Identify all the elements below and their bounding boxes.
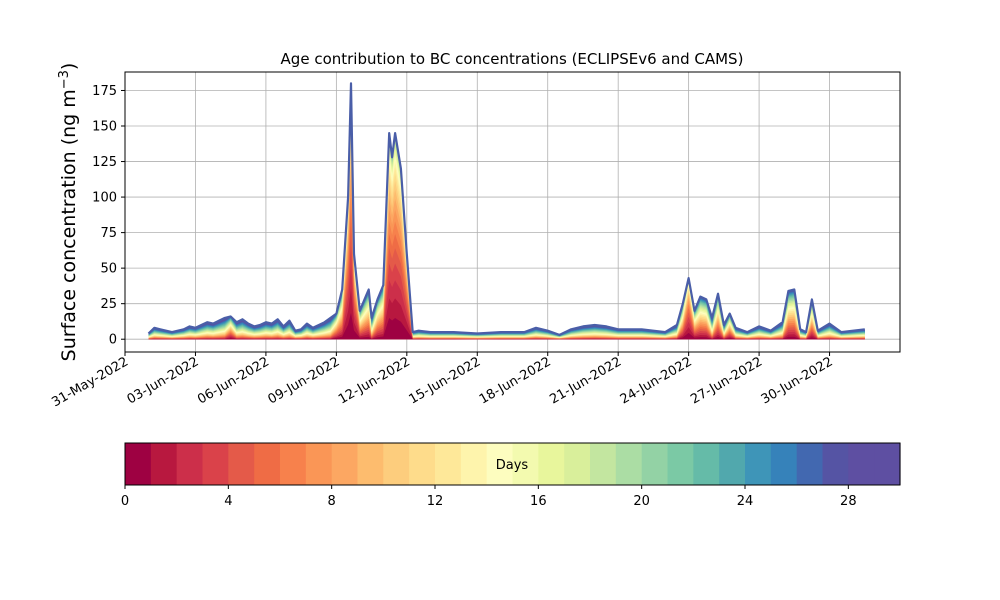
series-lines bbox=[147, 82, 865, 336]
age-class-area bbox=[148, 84, 865, 340]
colorbar-segment bbox=[150, 443, 178, 485]
colorbar-segment bbox=[796, 443, 824, 485]
age-class-area bbox=[148, 85, 865, 340]
colorbar-segment bbox=[202, 443, 229, 485]
age-class-area bbox=[148, 83, 865, 340]
chart-title: Age contribution to BC concentrations (E… bbox=[281, 50, 744, 68]
colorbar-tick-label: 8 bbox=[328, 494, 336, 509]
colorbar-segment bbox=[745, 443, 772, 485]
age-class-area bbox=[148, 91, 865, 340]
age-class-area bbox=[148, 83, 865, 340]
age-class-area bbox=[148, 87, 865, 340]
colorbar-tick-label: 16 bbox=[530, 494, 547, 509]
age-class-area bbox=[148, 153, 865, 340]
x-tick-label: 21-Jun-2022 bbox=[547, 354, 624, 407]
colorbar-segment bbox=[176, 443, 204, 485]
y-tick-label: 100 bbox=[92, 191, 117, 206]
x-tick-label: 31-May-2022 bbox=[49, 354, 131, 410]
colorbar-segment bbox=[538, 443, 565, 485]
y-tick-label: 150 bbox=[92, 120, 117, 135]
colorbar-tick-label: 20 bbox=[633, 494, 650, 509]
colorbar-segment bbox=[435, 443, 462, 485]
colorbar-segment bbox=[460, 443, 488, 485]
colorbar-segment bbox=[641, 443, 669, 485]
x-tick-label: 24-Jun-2022 bbox=[618, 354, 695, 407]
age-class-area bbox=[148, 245, 865, 340]
x-tick-label: 27-Jun-2022 bbox=[688, 354, 765, 407]
x-tick-label: 18-Jun-2022 bbox=[477, 354, 554, 407]
plot-area-frame bbox=[124, 71, 901, 353]
colorbar-segment bbox=[848, 443, 875, 485]
colorbar-segment bbox=[254, 443, 281, 485]
age-class-area bbox=[148, 97, 865, 340]
colorbar-segment bbox=[383, 443, 410, 485]
grid-lines bbox=[124, 72, 900, 352]
colorbar-segment bbox=[667, 443, 694, 485]
colorbar-segment bbox=[228, 443, 255, 485]
colorbar-tick-label: 24 bbox=[737, 494, 754, 509]
colorbar-segment bbox=[590, 443, 617, 485]
age-class-area bbox=[148, 178, 865, 340]
colorbar-frame bbox=[124, 442, 901, 486]
colorbar-segment bbox=[331, 443, 359, 485]
colorbar-segment bbox=[874, 443, 901, 485]
colorbar-tick-label: 28 bbox=[840, 494, 857, 509]
age-class-area bbox=[148, 124, 865, 340]
age-class-area bbox=[148, 83, 865, 340]
age-class-area bbox=[148, 83, 865, 340]
y-tick-label: 0 bbox=[109, 333, 117, 348]
colorbar-segment bbox=[512, 443, 539, 485]
x-tick-label: 03-Jun-2022 bbox=[125, 354, 202, 407]
x-tick-label: 15-Jun-2022 bbox=[406, 354, 483, 407]
colorbar-segment bbox=[564, 443, 591, 485]
y-axis-label-main: Surface concentration (ng m bbox=[58, 89, 80, 361]
age-class-area bbox=[148, 117, 865, 340]
age-class-area bbox=[148, 142, 865, 340]
colorbar-segment bbox=[822, 443, 849, 485]
colorbar-segment bbox=[280, 443, 307, 485]
colorbar-segment bbox=[305, 443, 333, 485]
y-axis-ticks: 0 25 50 75 100 125 150 175 bbox=[92, 84, 125, 348]
colorbar-segment bbox=[125, 443, 152, 485]
x-tick-label: 12-Jun-2022 bbox=[336, 354, 413, 407]
colorbar-tick-label: 4 bbox=[224, 494, 232, 509]
colorbar-label: Days bbox=[496, 458, 529, 473]
y-tick-label: 175 bbox=[92, 84, 117, 99]
colorbar-tick-label: 0 bbox=[121, 494, 129, 509]
colorbar-tick-label: 12 bbox=[427, 494, 444, 509]
colorbar-segment bbox=[719, 443, 746, 485]
y-axis-label-close: ) bbox=[58, 63, 80, 70]
y-tick-label: 125 bbox=[92, 155, 117, 170]
age-class-area bbox=[148, 165, 865, 340]
age-class-area bbox=[148, 105, 865, 340]
y-axis-label-superscript: −3 bbox=[57, 70, 72, 89]
x-tick-label: 09-Jun-2022 bbox=[266, 354, 343, 407]
colorbar-segment bbox=[693, 443, 720, 485]
age-class-area bbox=[148, 208, 865, 340]
age-class-area bbox=[148, 192, 865, 340]
age-class-area bbox=[148, 84, 865, 340]
total-concentration-line bbox=[147, 82, 865, 336]
x-tick-label: 06-Jun-2022 bbox=[195, 354, 272, 407]
y-tick-label: 25 bbox=[100, 297, 117, 312]
age-class-area bbox=[148, 226, 865, 340]
age-class-area bbox=[148, 111, 865, 340]
colorbar-ticks: 0 4 8 12 16 20 24 28 bbox=[121, 485, 857, 509]
x-axis-ticks: 31-May-202203-Jun-202206-Jun-202209-Jun-… bbox=[49, 352, 836, 410]
stacked-age-areas bbox=[148, 83, 865, 340]
age-class-area bbox=[148, 93, 865, 340]
x-tick-label: 30-Jun-2022 bbox=[759, 354, 836, 407]
y-axis-label: Surface concentration (ng m−3) bbox=[57, 63, 80, 362]
y-tick-label: 50 bbox=[100, 262, 117, 277]
colorbar bbox=[125, 443, 901, 485]
colorbar-segment bbox=[409, 443, 436, 485]
colorbar-segment bbox=[486, 443, 514, 485]
colorbar-segment bbox=[615, 443, 643, 485]
colorbar-segment bbox=[770, 443, 798, 485]
colorbar-segment bbox=[357, 443, 384, 485]
age-class-area bbox=[148, 83, 865, 340]
age-class-area bbox=[148, 133, 865, 340]
y-tick-label: 75 bbox=[100, 226, 117, 241]
